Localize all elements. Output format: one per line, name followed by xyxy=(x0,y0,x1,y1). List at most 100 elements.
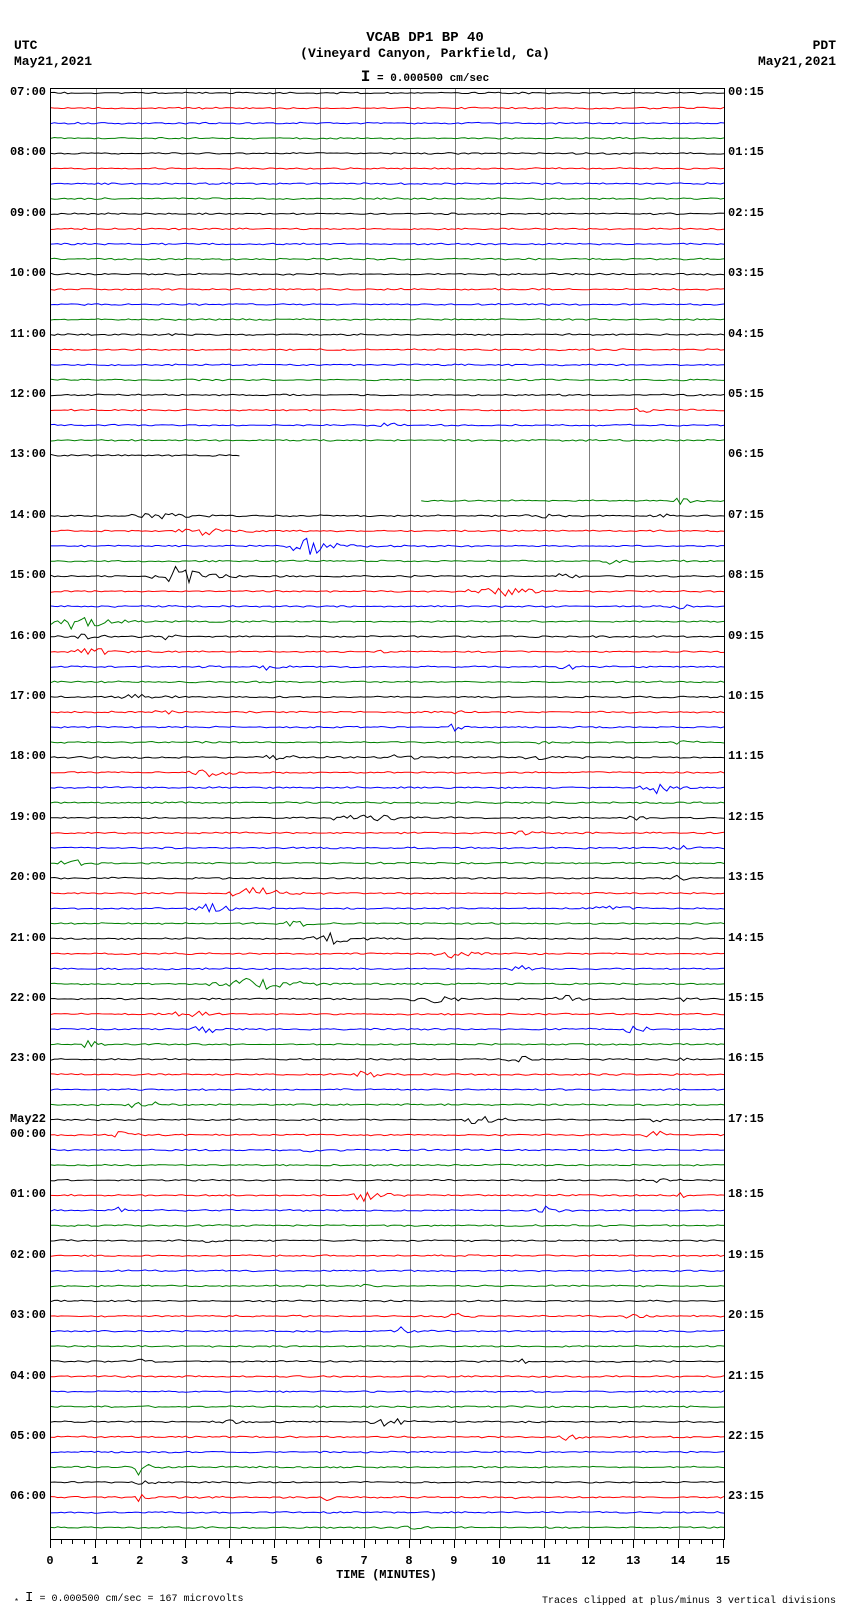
trace-row xyxy=(51,319,724,321)
pdt-time-label: 18:15 xyxy=(728,1187,798,1201)
pdt-time-label: 04:15 xyxy=(728,327,798,341)
utc-time-label: 03:00 xyxy=(2,1308,46,1322)
trace-row xyxy=(51,1117,724,1124)
x-tick-label: 10 xyxy=(491,1554,505,1568)
trace-row xyxy=(51,122,724,124)
x-tick-label: 7 xyxy=(360,1554,367,1568)
x-tick-label: 13 xyxy=(626,1554,640,1568)
trace-row xyxy=(51,1149,724,1152)
trace-row xyxy=(51,1270,724,1272)
trace-row xyxy=(51,1526,724,1529)
trace-row xyxy=(51,1435,724,1440)
x-tick-label: 1 xyxy=(91,1554,98,1568)
trace-row xyxy=(51,1255,724,1257)
trace-row xyxy=(51,784,724,793)
pdt-time-label: 17:15 xyxy=(728,1112,798,1126)
trace-row xyxy=(51,1495,724,1502)
footer-scale: * I = 0.000500 cm/sec = 167 microvolts xyxy=(14,1590,243,1607)
timezone-left: UTC xyxy=(14,38,37,53)
trace-row xyxy=(51,860,724,865)
trace-row xyxy=(51,1391,724,1393)
trace-row xyxy=(51,1011,724,1016)
x-tick-label: 9 xyxy=(450,1554,457,1568)
utc-time-label: 12:00 xyxy=(2,387,46,401)
trace-row xyxy=(51,183,724,185)
utc-time-label: 15:00 xyxy=(2,568,46,582)
trace-row xyxy=(51,1359,724,1363)
trace-row xyxy=(51,567,724,583)
pdt-time-label: 11:15 xyxy=(728,749,798,763)
utc-time-label: 16:00 xyxy=(2,629,46,643)
trace-row xyxy=(51,634,724,640)
utc-time-label: 00:00 xyxy=(2,1127,46,1141)
trace-row xyxy=(51,1056,724,1061)
trace-row xyxy=(51,741,724,744)
trace-row xyxy=(51,529,724,535)
trace-row xyxy=(51,440,724,442)
trace-row xyxy=(51,1464,724,1475)
x-tick-label: 15 xyxy=(716,1554,730,1568)
trace-row xyxy=(51,560,724,564)
x-axis-label: TIME (MINUTES) xyxy=(336,1568,437,1582)
utc-time-label: 14:00 xyxy=(2,508,46,522)
trace-row xyxy=(51,711,724,714)
trace-row xyxy=(51,995,724,1002)
trace-row xyxy=(51,198,724,200)
trace-row xyxy=(51,258,724,260)
utc-time-label: 01:00 xyxy=(2,1187,46,1201)
utc-time-label: 10:00 xyxy=(2,266,46,280)
pdt-time-label: 06:15 xyxy=(728,447,798,461)
trace-row xyxy=(51,815,724,821)
x-tick-label: 5 xyxy=(271,1554,278,1568)
trace-row xyxy=(51,364,724,366)
trace-row xyxy=(51,408,724,412)
trace-row xyxy=(51,1406,724,1408)
x-tick-label: 2 xyxy=(136,1554,143,1568)
x-tick-label: 6 xyxy=(316,1554,323,1568)
pdt-time-label: 02:15 xyxy=(728,206,798,220)
pdt-time-label: 14:15 xyxy=(728,931,798,945)
trace-row xyxy=(51,92,724,94)
x-tick-label: 8 xyxy=(405,1554,412,1568)
trace-row xyxy=(51,1512,724,1514)
trace-row xyxy=(51,168,724,170)
utc-time-label: 22:00 xyxy=(2,991,46,1005)
trace-row xyxy=(51,334,724,336)
trace-row xyxy=(51,588,724,596)
x-tick-label: 0 xyxy=(46,1554,53,1568)
station-title: VCAB DP1 BP 40 xyxy=(0,0,850,46)
trace-row xyxy=(51,665,724,670)
trace-row xyxy=(51,770,724,777)
trace-row xyxy=(51,605,724,609)
trace-row xyxy=(51,978,724,989)
trace-row xyxy=(51,349,724,351)
trace-row xyxy=(51,1206,724,1212)
pdt-time-label: 00:15 xyxy=(728,85,798,99)
trace-row xyxy=(51,1451,724,1453)
utc-time-label: May22 xyxy=(2,1112,46,1126)
pdt-time-label: 13:15 xyxy=(728,870,798,884)
pdt-time-label: 08:15 xyxy=(728,568,798,582)
trace-row xyxy=(51,1240,724,1243)
trace-row xyxy=(51,304,724,306)
trace-row xyxy=(51,1071,724,1077)
trace-row xyxy=(51,1327,724,1333)
trace-row xyxy=(51,1481,724,1484)
utc-time-label: 19:00 xyxy=(2,810,46,824)
pdt-time-label: 05:15 xyxy=(728,387,798,401)
trace-row xyxy=(51,1419,724,1426)
pdt-time-label: 15:15 xyxy=(728,991,798,1005)
trace-row xyxy=(51,107,724,109)
pdt-time-label: 23:15 xyxy=(728,1489,798,1503)
trace-row xyxy=(51,966,724,971)
trace-row xyxy=(51,273,724,275)
trace-row xyxy=(51,394,724,396)
timezone-right: PDT xyxy=(813,38,836,53)
x-tick-label: 3 xyxy=(181,1554,188,1568)
trace-row xyxy=(51,846,724,850)
pdt-time-label: 10:15 xyxy=(728,689,798,703)
trace-row xyxy=(51,1300,724,1302)
trace-row xyxy=(51,1041,724,1048)
footer-clip-note: Traces clipped at plus/minus 3 vertical … xyxy=(542,1596,836,1607)
utc-time-label: 21:00 xyxy=(2,931,46,945)
